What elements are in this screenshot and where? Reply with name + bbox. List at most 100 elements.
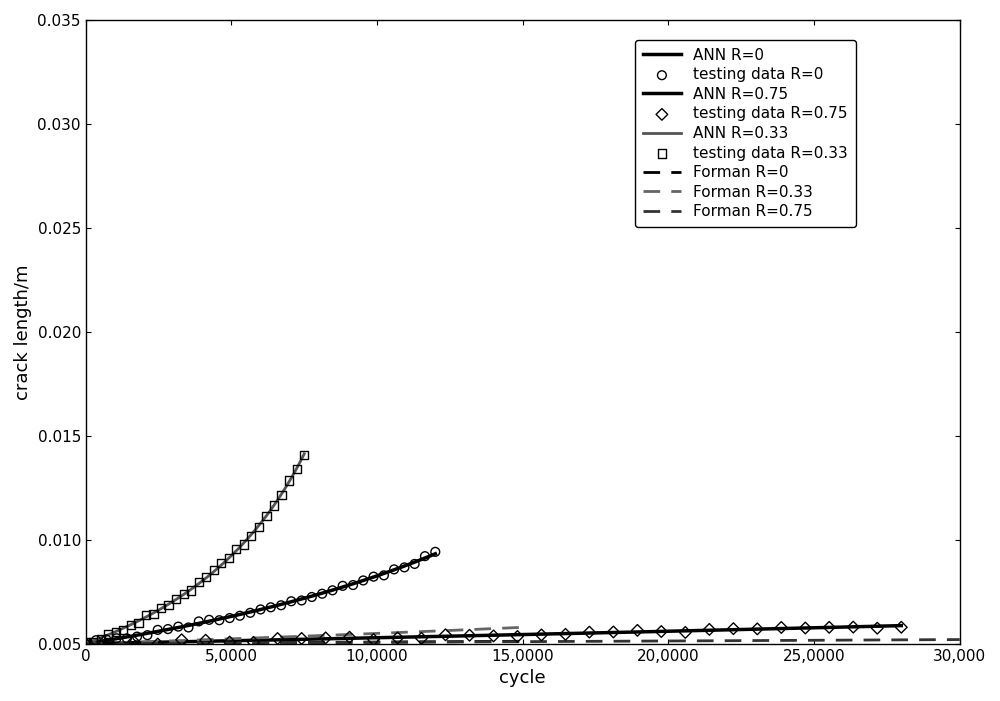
Line: ANN R=0: ANN R=0 <box>86 554 435 644</box>
testing data R=0.75 <box>557 629 573 640</box>
ANN R=0 <box>333 584 345 592</box>
Forman R=0.33 <box>254 634 266 642</box>
testing data R=0.75 <box>773 622 789 633</box>
Forman R=0.33 <box>290 632 302 641</box>
testing data R=0.75 <box>581 627 597 638</box>
testing data R=0.33 <box>251 522 267 533</box>
Forman R=0.33 <box>225 634 237 643</box>
testing data R=0.75 <box>629 625 645 636</box>
Line: ANN R=0.75: ANN R=0.75 <box>86 625 901 644</box>
testing data R=0.33 <box>138 610 154 621</box>
Forman R=0 <box>254 639 266 647</box>
Y-axis label: crack length/m: crack length/m <box>14 264 32 400</box>
testing data R=0 <box>222 613 238 624</box>
testing data R=0.33 <box>176 589 192 600</box>
testing data R=0.33 <box>161 599 177 611</box>
testing data R=0.33 <box>206 564 222 576</box>
testing data R=0.75 <box>126 636 142 647</box>
testing data R=0.75 <box>749 623 765 634</box>
ANN R=0.75 <box>163 638 175 646</box>
testing data R=0.33 <box>296 449 312 461</box>
testing data R=0.33 <box>213 558 229 569</box>
ANN R=0 <box>328 585 340 594</box>
Line: ANN R=0.33: ANN R=0.33 <box>86 454 304 644</box>
testing data R=0 <box>366 571 382 583</box>
ANN R=0 <box>201 618 213 626</box>
testing data R=0.33 <box>274 489 290 501</box>
testing data R=0.75 <box>222 637 238 648</box>
testing data R=0 <box>160 623 176 634</box>
ANN R=0.75 <box>764 625 776 633</box>
testing data R=0.33 <box>221 552 237 564</box>
testing data R=0 <box>314 588 330 599</box>
testing data R=0 <box>273 599 289 611</box>
testing data R=0 <box>345 580 361 591</box>
testing data R=0.33 <box>85 636 101 647</box>
testing data R=0 <box>376 570 392 581</box>
testing data R=0.33 <box>100 628 116 639</box>
testing data R=0.75 <box>294 633 310 644</box>
Forman R=0 <box>497 637 509 646</box>
testing data R=0 <box>170 621 186 632</box>
ANN R=0.75 <box>421 632 433 641</box>
ANN R=0.75 <box>561 629 573 638</box>
testing data R=0.33 <box>183 585 199 596</box>
ANN R=0 <box>80 639 92 648</box>
ANN R=0 <box>429 550 441 558</box>
testing data R=0.33 <box>266 500 282 511</box>
testing data R=0 <box>180 622 196 633</box>
Forman R=0.33 <box>517 623 529 632</box>
testing data R=0 <box>201 614 217 625</box>
testing data R=0.33 <box>191 576 207 587</box>
ANN R=0 <box>110 634 122 643</box>
testing data R=0 <box>324 585 340 596</box>
Forman R=0.75 <box>493 638 505 646</box>
testing data R=0.75 <box>869 622 885 634</box>
testing data R=0.33 <box>108 626 124 637</box>
X-axis label: cycle: cycle <box>499 669 546 687</box>
Forman R=0.75 <box>240 639 252 647</box>
testing data R=0.75 <box>78 638 94 649</box>
Forman R=0 <box>80 639 92 648</box>
testing data R=0.75 <box>342 632 358 643</box>
testing data R=0 <box>129 631 145 642</box>
testing data R=0.75 <box>893 622 909 633</box>
testing data R=0 <box>78 639 94 650</box>
testing data R=0.75 <box>198 634 214 646</box>
testing data R=0.33 <box>146 608 162 620</box>
ANN R=0.33 <box>129 618 141 627</box>
ANN R=0.75 <box>80 639 92 648</box>
testing data R=0.75 <box>509 631 525 642</box>
ANN R=0.75 <box>895 621 907 629</box>
testing data R=0.75 <box>486 630 502 641</box>
testing data R=0 <box>109 633 125 644</box>
testing data R=0.33 <box>131 617 147 628</box>
testing data R=0.33 <box>153 602 169 613</box>
testing data R=0 <box>355 575 371 586</box>
testing data R=0.33 <box>93 634 109 645</box>
testing data R=0.75 <box>653 626 669 637</box>
testing data R=0.33 <box>168 594 184 605</box>
testing data R=0.75 <box>366 634 382 645</box>
testing data R=0 <box>119 633 135 644</box>
testing data R=0 <box>304 592 320 603</box>
testing data R=0.75 <box>318 632 334 644</box>
testing data R=0.33 <box>289 463 305 475</box>
testing data R=0.75 <box>677 627 693 638</box>
testing data R=0 <box>386 564 402 575</box>
testing data R=0.75 <box>437 629 453 641</box>
testing data R=0.75 <box>174 634 190 646</box>
Line: Forman R=0.75: Forman R=0.75 <box>86 639 1000 644</box>
testing data R=0.75 <box>701 624 717 635</box>
testing data R=0 <box>396 562 412 573</box>
ANN R=0.33 <box>270 498 282 506</box>
testing data R=0.33 <box>78 637 94 648</box>
testing data R=0.75 <box>845 622 861 633</box>
Line: Forman R=0: Forman R=0 <box>86 641 523 644</box>
testing data R=0.75 <box>821 622 837 633</box>
Forman R=0.75 <box>866 636 878 644</box>
Forman R=0.33 <box>80 639 92 648</box>
Forman R=0.33 <box>497 624 509 632</box>
testing data R=0 <box>88 634 104 646</box>
ANN R=0.75 <box>211 637 223 646</box>
